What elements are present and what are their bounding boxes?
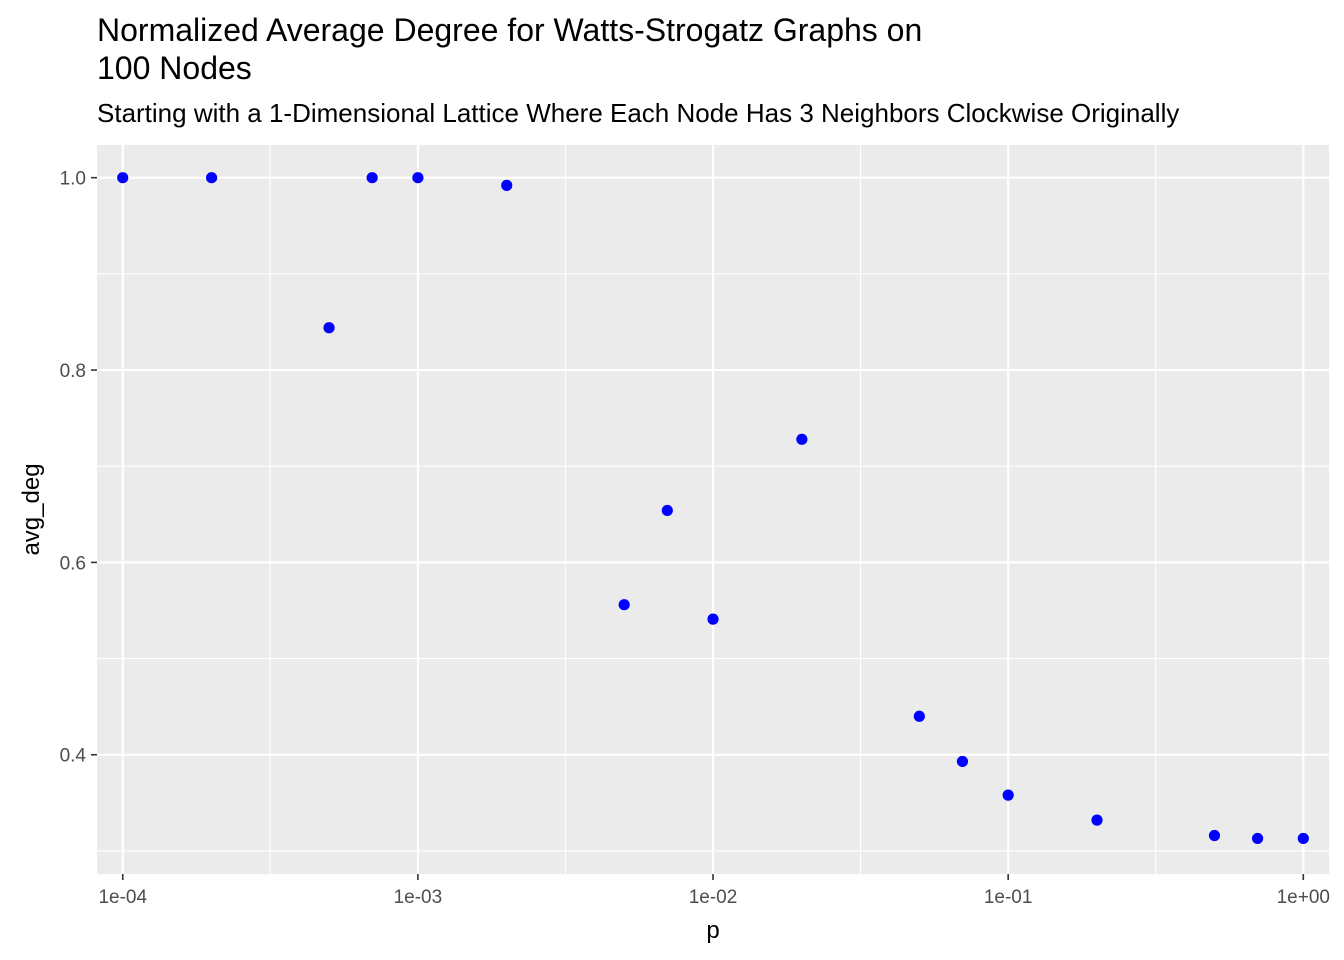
- y-tick-label-1: 0.6: [60, 553, 86, 574]
- data-point-0: [117, 172, 129, 184]
- data-point-13: [1091, 814, 1103, 826]
- x-axis-title: p: [706, 917, 719, 944]
- x-tick-label-1: 1e-03: [394, 887, 443, 908]
- major-gridlines: [97, 145, 1329, 874]
- x-tick-label-3: 1e-01: [984, 887, 1033, 908]
- y-tick-label-0: 0.4: [60, 746, 87, 767]
- y-tick-label-2: 0.8: [60, 361, 86, 382]
- y-tick-label-3: 1.0: [60, 169, 86, 190]
- y-axis-title: avg_deg: [18, 463, 45, 555]
- x-axis: 1e-04 1e-03 1e-02 1e-01 1e+00: [98, 874, 1330, 908]
- x-tick-label-4: 1e+00: [1277, 887, 1330, 908]
- data-point-12: [1002, 789, 1014, 801]
- data-point-9: [796, 433, 808, 445]
- data-point-7: [661, 504, 673, 517]
- data-points: [117, 172, 1309, 845]
- chart-subtitle: Starting with a 1-Dimensional Lattice Wh…: [97, 98, 1179, 128]
- data-point-6: [618, 599, 630, 611]
- data-point-8: [707, 613, 719, 625]
- data-point-10: [913, 710, 925, 722]
- y-axis: 0.4 0.6 0.8 1.0: [60, 169, 97, 767]
- data-point-15: [1251, 832, 1264, 845]
- data-point-14: [1208, 829, 1221, 842]
- x-tick-label-0: 1e-04: [98, 887, 147, 908]
- chart-title-line-2: 100 Nodes: [97, 50, 252, 86]
- x-tick-label-2: 1e-02: [689, 887, 738, 908]
- data-point-2: [323, 322, 335, 334]
- data-point-11: [956, 755, 969, 768]
- chart-title-line-1: Normalized Average Degree for Watts-Stro…: [97, 12, 922, 48]
- data-point-4: [412, 172, 424, 184]
- data-point-5: [501, 179, 513, 191]
- data-point-3: [366, 172, 378, 184]
- data-point-1: [205, 172, 218, 184]
- data-point-16: [1297, 832, 1309, 845]
